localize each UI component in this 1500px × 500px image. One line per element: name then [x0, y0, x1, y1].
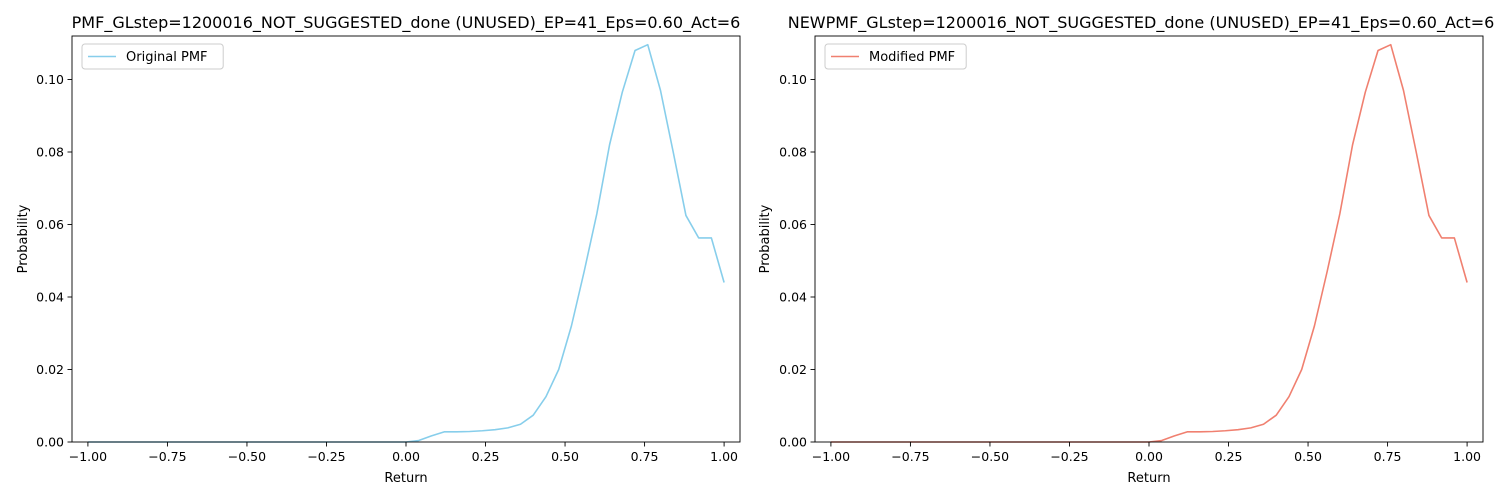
x-tick-label: 0.50: [551, 449, 579, 464]
y-tick-label: 0.04: [779, 290, 807, 305]
y-tick-label: 0.02: [36, 362, 64, 377]
x-tick-label: −0.50: [228, 449, 266, 464]
x-tick-label: 0.25: [472, 449, 500, 464]
y-tick-label: 0.02: [779, 362, 807, 377]
y-tick-label: 0.00: [36, 435, 64, 450]
chart-title: PMF_GLstep=1200016_NOT_SUGGESTED_done (U…: [72, 13, 741, 33]
x-axis-label: Return: [384, 471, 427, 486]
x-tick-label: 0.75: [631, 449, 659, 464]
x-tick-label: 0.00: [392, 449, 420, 464]
x-tick-label: 1.00: [710, 449, 738, 464]
chart-title: NEWPMF_GLstep=1200016_NOT_SUGGESTED_done…: [788, 13, 1495, 33]
y-tick-label: 0.06: [36, 217, 64, 232]
legend-label: Original PMF: [126, 50, 208, 65]
x-tick-label: −0.75: [148, 449, 186, 464]
y-tick-label: 0.06: [779, 217, 807, 232]
legend: Original PMF: [81, 43, 224, 70]
chart-panel-2: NEWPMF_GLstep=1200016_NOT_SUGGESTED_done…: [758, 13, 1494, 486]
x-tick-label: 1.00: [1453, 449, 1481, 464]
axes-frame: [71, 35, 741, 443]
legend-box: [81, 43, 224, 70]
series-line-1: [87, 43, 725, 443]
x-tick-label: 0.75: [1374, 449, 1402, 464]
y-tick-label: 0.10: [779, 72, 807, 87]
axes-frame: [814, 35, 1484, 443]
x-tick-label: −0.75: [891, 449, 929, 464]
chart-panel-1: PMF_GLstep=1200016_NOT_SUGGESTED_done (U…: [16, 13, 741, 486]
y-tick-label: 0.04: [36, 290, 64, 305]
y-tick-label: 0.10: [36, 72, 64, 87]
x-tick-label: −0.50: [971, 449, 1009, 464]
x-axis-label: Return: [1127, 471, 1170, 486]
legend-label: Modified PMF: [869, 50, 955, 65]
y-tick-label: 0.08: [779, 145, 807, 160]
x-tick-label: 0.25: [1215, 449, 1243, 464]
x-tick-label: −1.00: [812, 449, 850, 464]
legend-box: [824, 43, 967, 70]
x-tick-label: −0.25: [1050, 449, 1088, 464]
y-tick-label: 0.08: [36, 145, 64, 160]
x-tick-label: −0.25: [307, 449, 345, 464]
x-tick-label: 0.50: [1294, 449, 1322, 464]
y-axis-label: Probability: [758, 204, 773, 273]
x-tick-label: −1.00: [69, 449, 107, 464]
y-axis-label: Probability: [16, 204, 31, 273]
y-tick-label: 0.00: [779, 435, 807, 450]
series-line-1: [830, 43, 1468, 443]
x-tick-label: 0.00: [1135, 449, 1163, 464]
legend: Modified PMF: [824, 43, 967, 70]
